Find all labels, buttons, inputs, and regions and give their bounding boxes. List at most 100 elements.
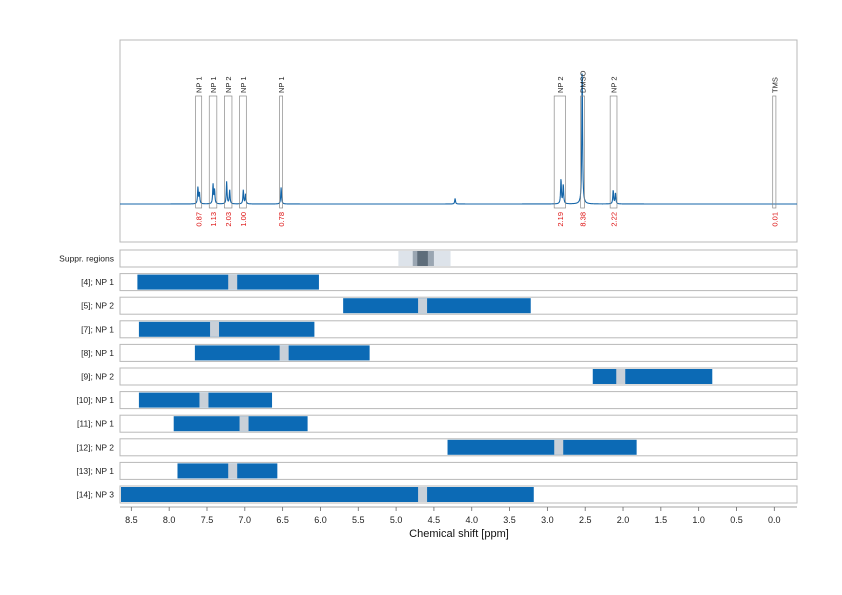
range-bar xyxy=(138,321,315,337)
range-row: [7]; NP 1 xyxy=(81,320,798,339)
peak-annotation: NP 1 1.13 xyxy=(208,76,218,227)
peak-label: NP 1 xyxy=(277,76,286,93)
peak-integral: 0.87 xyxy=(195,212,204,227)
peak-box xyxy=(239,95,247,209)
range-row: [8]; NP 1 xyxy=(81,343,798,362)
spectrum-frame xyxy=(119,39,798,243)
peak-box xyxy=(609,95,618,209)
peak-annotation: TMS 0.01 xyxy=(770,77,779,226)
row-label: [14]; NP 3 xyxy=(76,490,114,500)
x-tick-label: 0.5 xyxy=(730,515,743,525)
x-tick-label: 4.0 xyxy=(465,515,478,525)
row-label: Suppr. regions xyxy=(59,254,114,264)
peak-label: NP 2 xyxy=(556,76,565,93)
row-label: [8]; NP 1 xyxy=(81,348,114,358)
x-tick-label: 5.5 xyxy=(352,515,365,525)
range-row: [9]; NP 2 xyxy=(81,367,798,386)
x-tick-label: 3.5 xyxy=(503,515,516,525)
peak-integral: 2.19 xyxy=(556,212,565,227)
peak-label: NP 1 xyxy=(209,76,218,93)
range-marker xyxy=(418,487,428,502)
peak-box xyxy=(195,95,203,209)
row-frame xyxy=(119,249,798,268)
x-tick-label: 2.0 xyxy=(617,515,630,525)
peak-annotation: NP 2 2.22 xyxy=(610,76,619,226)
peak-label: NP 2 xyxy=(224,76,233,93)
x-tick-label: 1.0 xyxy=(692,515,705,525)
range-row: [5]; NP 2 xyxy=(81,296,798,315)
range-marker xyxy=(616,369,626,384)
range-bar xyxy=(343,298,531,314)
row-label: [9]; NP 2 xyxy=(81,372,114,382)
row-frame xyxy=(119,391,798,410)
peak-label: DMSO xyxy=(579,70,588,93)
range-row: [14]; NP 3 xyxy=(76,485,798,504)
peak-label: NP 2 xyxy=(610,76,619,93)
range-marker xyxy=(228,274,238,290)
range-marker xyxy=(554,439,564,455)
range-marker xyxy=(239,416,249,432)
range-bar xyxy=(137,274,319,290)
range-row: [11]; NP 1 xyxy=(77,414,798,433)
row-label: [5]; NP 2 xyxy=(81,301,114,311)
row-label: [4]; NP 1 xyxy=(81,277,114,287)
peak-annotation: NP 1 0.78 xyxy=(277,76,286,226)
row-frame xyxy=(119,461,798,480)
peak-integral: 0.01 xyxy=(770,212,779,227)
x-tick-label: 7.5 xyxy=(201,515,214,525)
peak-integral: 2.22 xyxy=(610,212,619,227)
peak-label: NP 1 xyxy=(195,76,204,93)
range-row: [10]; NP 1 xyxy=(76,391,798,410)
x-tick-label: 1.5 xyxy=(655,515,668,525)
x-tick-label: 5.0 xyxy=(390,515,403,525)
spectrum-line xyxy=(120,73,797,205)
row-label: [7]; NP 1 xyxy=(81,324,114,334)
peak-label: NP 1 xyxy=(239,76,248,93)
x-tick-label: 8.5 xyxy=(125,515,138,525)
peak-box xyxy=(553,95,566,209)
peak-integral: 1.00 xyxy=(239,212,248,227)
x-tick-label: 0.0 xyxy=(768,515,781,525)
x-tick-label: 2.5 xyxy=(579,515,592,525)
x-tick-label: 6.5 xyxy=(276,515,289,525)
range-marker xyxy=(210,321,220,337)
peak-integral: 1.13 xyxy=(209,212,218,227)
peak-annotation: NP 1 0.87 xyxy=(195,76,204,226)
x-tick-label: 4.5 xyxy=(428,515,441,525)
x-axis-label: Chemical shift [ppm] xyxy=(409,528,509,540)
peak-integral: 2.03 xyxy=(224,212,233,227)
range-marker xyxy=(279,345,289,361)
peak-integral: 8.38 xyxy=(579,212,588,227)
row-label: [10]; NP 1 xyxy=(76,395,114,405)
peak-box xyxy=(224,95,233,209)
range-bar xyxy=(177,463,278,479)
row-label: [11]; NP 1 xyxy=(77,419,114,429)
peak-box xyxy=(580,95,585,209)
range-row: Suppr. regions xyxy=(59,249,798,268)
peak-annotation: NP 2 2.03 xyxy=(224,76,233,227)
peak-box xyxy=(772,95,777,209)
range-marker xyxy=(199,392,209,408)
x-axis: 8.5 8.0 7.5 7.0 6.5 6.0 5.5 5.0 4.5 4.0 3.5 3.0 2.5 2… xyxy=(120,506,797,525)
range-bar xyxy=(447,439,637,455)
row-label: [13]; NP 1 xyxy=(76,466,114,476)
suppressed-inner xyxy=(417,251,428,266)
x-tick-label: 7.0 xyxy=(239,515,252,525)
x-tick-label: 6.0 xyxy=(314,515,327,525)
peak-integral: 0.78 xyxy=(277,212,286,227)
row-label: [12]; NP 2 xyxy=(76,442,114,452)
x-tick-label: 8.0 xyxy=(163,515,176,525)
peak-annotation: NP 2 2.19 xyxy=(553,76,566,227)
spectrum-panel: NP 1 0.87 NP 1 1.13 NP 2 2.03 NP 1 1.00 NP 1 0.78… xyxy=(119,39,798,243)
x-tick-label: 3.0 xyxy=(541,515,554,525)
range-bar xyxy=(592,369,713,384)
range-marker xyxy=(228,463,238,479)
peak-box xyxy=(279,95,283,209)
range-bar xyxy=(121,487,534,502)
range-rows: Suppr. regions [4]; NP 1 [5]; NP 2 [7]; NP … xyxy=(59,249,798,504)
peak-annotation: NP 1 1.00 xyxy=(239,76,248,226)
peak-annotation: DMSO 8.38 xyxy=(579,70,588,226)
range-row: [4]; NP 1 xyxy=(81,273,798,292)
range-marker xyxy=(418,298,428,314)
